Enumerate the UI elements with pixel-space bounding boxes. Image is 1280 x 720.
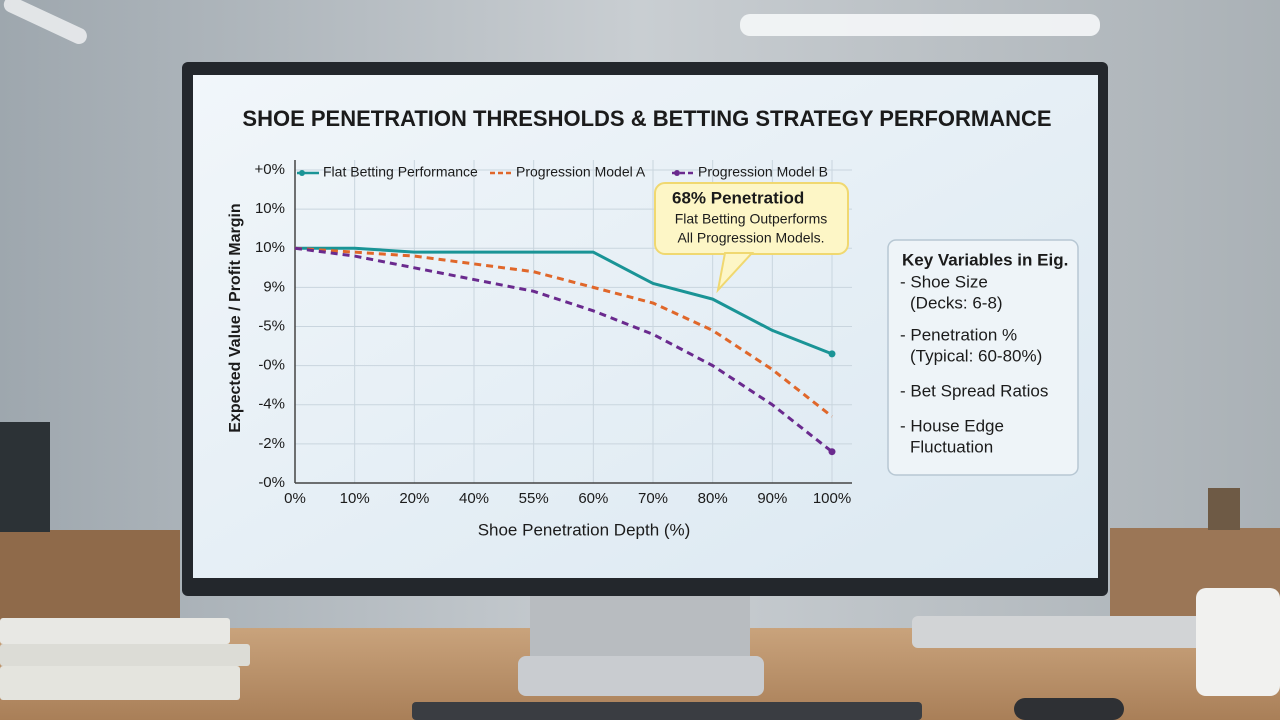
plant-pot: [1208, 488, 1240, 530]
keyboard: [412, 702, 922, 720]
y-tick-label: -0%: [258, 357, 285, 374]
x-tick-label: 100%: [813, 490, 851, 507]
ceiling-light: [740, 14, 1100, 36]
key-item: - Bet Spread Ratios: [900, 381, 1048, 400]
annotation-title: 68% Penetratiod: [672, 188, 804, 207]
x-axis-label: Shoe Penetration Depth (%): [478, 520, 691, 539]
y-tick-label: 10%: [255, 239, 285, 256]
x-tick-label: 70%: [638, 490, 668, 507]
side-table: [0, 530, 180, 630]
legend-label: Flat Betting Performance: [323, 164, 478, 180]
key-items: - Shoe Size (Decks: 6-8) - Penetration % (T…: [900, 272, 1048, 456]
annotation-pointer: [716, 252, 755, 294]
series-line: [294, 246, 833, 453]
chart-title: SHOE PENETRATION THRESHOLDS & BETTING ST…: [242, 106, 1051, 131]
series-end-marker: [828, 448, 836, 456]
x-tick-label: 80%: [698, 490, 728, 507]
y-tick-label: 9%: [263, 278, 285, 295]
legend-label: Progression Model A: [516, 164, 646, 180]
y-tick-label: -2%: [258, 435, 285, 452]
key-item: (Decks: 6-8): [910, 293, 1003, 312]
x-tick-label: 90%: [757, 490, 787, 507]
annotation-text: Flat Betting Outperforms: [675, 211, 828, 227]
legend-marker: [299, 170, 305, 176]
x-tick-label: 10%: [340, 490, 370, 507]
legend-label: Progression Model B: [698, 164, 828, 180]
series-end-marker: [828, 350, 836, 358]
y-axis-label: Expected Value / Profit Margin: [227, 203, 244, 432]
series-line: [295, 246, 833, 356]
x-tick-label: 55%: [519, 490, 549, 507]
mouse: [1014, 698, 1124, 720]
key-box: [887, 239, 1079, 476]
laptop: [912, 616, 1212, 648]
book: [0, 666, 240, 700]
annotation-text: All Progression Models.: [677, 230, 824, 246]
y-tick-label: 10%: [255, 200, 285, 217]
key-item: - Penetration %: [900, 325, 1017, 344]
monitor-stand: [530, 590, 750, 660]
y-tick-label: -5%: [258, 317, 285, 334]
side-monitor: [0, 422, 50, 532]
y-tick-label: -0%: [258, 474, 285, 491]
series-line: [294, 246, 833, 418]
x-tick-label: 60%: [578, 490, 608, 507]
x-tick-label: 40%: [459, 490, 489, 507]
key-item: - House Edge: [900, 416, 1004, 435]
book: [0, 644, 250, 666]
legend-marker: [674, 170, 680, 176]
mug: [1196, 588, 1280, 696]
key-item: Fluctuation: [910, 437, 993, 456]
monitor-base: [518, 656, 764, 696]
key-item: - Shoe Size: [900, 272, 988, 291]
ceiling-light: [3, 0, 87, 44]
key-item: (Typical: 60-80%): [910, 346, 1042, 365]
y-tick-label: -4%: [258, 396, 285, 413]
x-tick-label: 0%: [284, 490, 306, 507]
y-tick-label: +0%: [255, 161, 285, 178]
x-tick-label: 20%: [399, 490, 429, 507]
key-title: Key Variables in Eig.: [902, 250, 1068, 269]
book: [0, 618, 230, 644]
